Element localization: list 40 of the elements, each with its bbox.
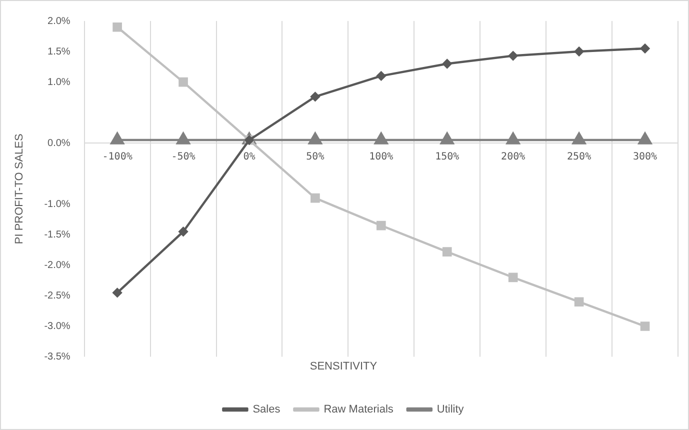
y-tick-label: 2.0% bbox=[48, 16, 70, 27]
x-tick-label: -50% bbox=[171, 152, 196, 163]
point bbox=[178, 77, 188, 87]
x-tick-label: 150% bbox=[435, 152, 460, 163]
point bbox=[508, 51, 518, 60]
y-tick-label: -1.5% bbox=[44, 229, 70, 240]
point bbox=[310, 193, 320, 203]
y-tick-label: -2.5% bbox=[44, 290, 70, 302]
point bbox=[640, 44, 650, 54]
x-tick-label: 200% bbox=[501, 152, 526, 163]
point bbox=[178, 227, 188, 236]
point bbox=[376, 220, 386, 230]
y-tick-label: -3.0% bbox=[44, 321, 70, 332]
point bbox=[112, 22, 122, 32]
x-axis-title: SENSITIVITY bbox=[310, 360, 378, 372]
y-tick-label: 1.0% bbox=[48, 76, 70, 88]
x-tick-label: 100% bbox=[369, 152, 394, 163]
point bbox=[574, 46, 584, 56]
x-tick-label: -100% bbox=[102, 152, 132, 163]
y-tick-label: 1.5% bbox=[48, 46, 70, 58]
y-tick-label: -3.5% bbox=[44, 352, 70, 363]
point bbox=[442, 59, 452, 68]
y-tick-label: -2.0% bbox=[44, 260, 70, 271]
point bbox=[508, 272, 518, 282]
y-tick-label: 0.0% bbox=[48, 138, 70, 149]
point bbox=[640, 322, 650, 331]
x-tick-label: 300% bbox=[632, 152, 658, 163]
y-axis-title: PI PROFIT-TO SALES bbox=[14, 134, 26, 244]
x-tick-label: 250% bbox=[567, 152, 592, 163]
point bbox=[310, 92, 320, 102]
x-tick-label: 0% bbox=[243, 152, 256, 163]
legend-label: Sales bbox=[252, 404, 281, 416]
point bbox=[574, 297, 584, 307]
legend-label: Raw Materials bbox=[324, 404, 394, 416]
point bbox=[112, 288, 122, 298]
point bbox=[442, 247, 452, 256]
point bbox=[376, 71, 386, 81]
legend-label: Utility bbox=[436, 404, 464, 416]
x-tick-label: 50% bbox=[306, 152, 324, 163]
y-tick-label: -1.0% bbox=[44, 198, 70, 210]
